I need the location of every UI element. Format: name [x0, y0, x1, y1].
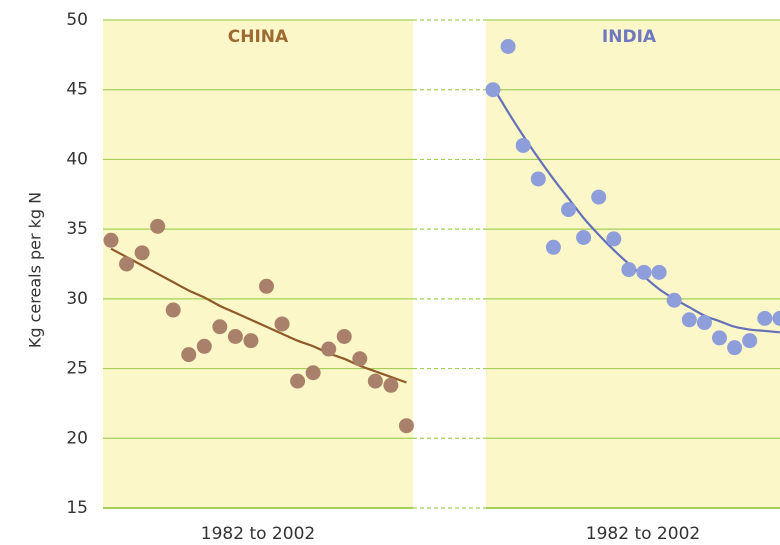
- y-tick-label: 35: [66, 219, 88, 239]
- data-point: [398, 418, 414, 434]
- data-point: [165, 302, 181, 318]
- data-point: [259, 278, 274, 294]
- data-point: [757, 310, 773, 326]
- data-point: [336, 329, 352, 345]
- data-point: [621, 262, 637, 278]
- data-point: [103, 232, 119, 248]
- panel-background: [103, 20, 413, 508]
- data-point: [561, 202, 576, 218]
- x-axis-label: 1982 to 2002: [586, 524, 700, 544]
- trend-line: [492, 86, 780, 334]
- data-point: [500, 38, 516, 54]
- y-tick-label: 15: [66, 498, 88, 518]
- y-tick-label: 50: [66, 10, 88, 30]
- data-point: [305, 365, 321, 381]
- data-point: [606, 231, 622, 247]
- data-point: [119, 256, 135, 272]
- y-tick-label: 45: [66, 80, 88, 100]
- data-point: [321, 341, 337, 357]
- data-point: [196, 338, 212, 354]
- data-point: [545, 239, 561, 255]
- data-point: [576, 230, 592, 246]
- data-point: [367, 373, 383, 389]
- data-point: [636, 264, 652, 280]
- data-point: [227, 329, 243, 345]
- data-point: [383, 377, 399, 393]
- data-point: [591, 189, 607, 205]
- y-axis-label: Kg cereals per kg N: [26, 192, 45, 348]
- data-point: [651, 264, 667, 280]
- data-point: [290, 373, 306, 389]
- data-point: [772, 310, 780, 326]
- panel-title: INDIA: [602, 27, 657, 47]
- data-point: [515, 137, 531, 153]
- data-point: [742, 333, 758, 349]
- panel-title: CHINA: [228, 27, 289, 47]
- data-point: [212, 319, 228, 335]
- data-point: [696, 315, 712, 331]
- data-point: [485, 82, 501, 98]
- y-tick-label: 25: [66, 359, 88, 379]
- x-axis-label: 1982 to 2002: [201, 524, 315, 544]
- y-tick-label: 20: [66, 428, 88, 448]
- y-tick-label: 30: [66, 289, 88, 309]
- data-point: [727, 340, 743, 356]
- data-point: [274, 316, 290, 332]
- data-point: [243, 333, 259, 349]
- data-point: [712, 330, 727, 346]
- data-point: [530, 171, 546, 187]
- data-point: [352, 351, 368, 367]
- data-point: [181, 347, 197, 363]
- data-point: [134, 245, 150, 261]
- y-tick-label: 40: [66, 149, 88, 169]
- data-point: [681, 312, 697, 328]
- data-point: [666, 292, 682, 308]
- data-point: [150, 218, 166, 234]
